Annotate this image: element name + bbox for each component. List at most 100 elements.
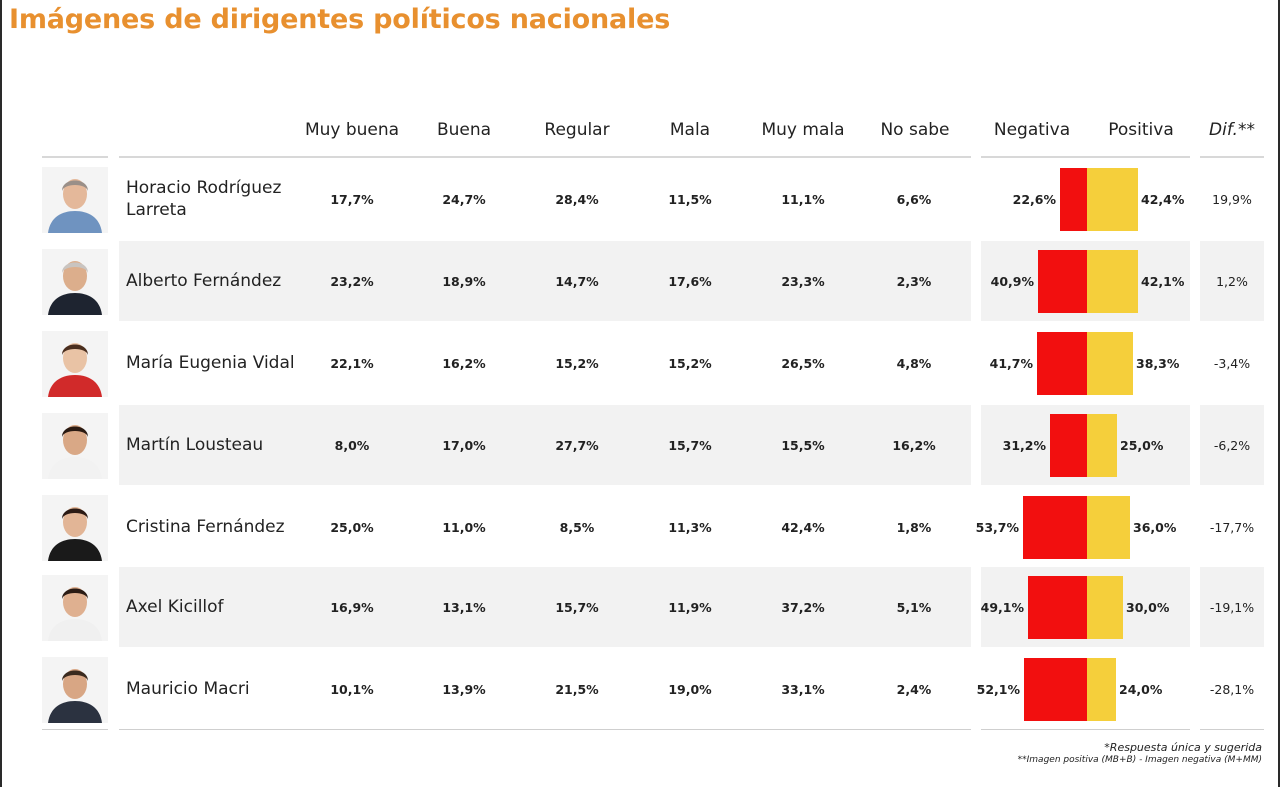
negative-bar [1023,496,1087,559]
negative-value-label: 40,9% [990,273,1034,289]
table-bottom-photo [42,729,108,730]
person-name: María Eugenia Vidal [126,353,295,373]
footnote-2: **Imagen positiva (MB+B) - Imagen negati… [1017,755,1262,765]
header-muy-mala: Muy mala [761,120,845,140]
positive-bar [1087,658,1116,721]
frame-left-border [0,0,2,787]
header-divider-bars [981,156,1190,158]
rating-cell: 33,1% [781,681,825,697]
negative-bar [1050,414,1087,477]
positive-bar [1087,414,1117,477]
dif-cell: -17,7% [1209,519,1255,535]
portrait-photo [42,413,108,479]
positive-value-label: 24,0% [1119,681,1163,697]
negative-bar [1028,576,1087,639]
rating-cell: 10,1% [330,681,374,697]
footnote-1: *Respuesta única y sugerida [1104,741,1262,754]
dif-cell: 19,9% [1212,191,1252,207]
rating-cell: 23,3% [781,273,825,289]
rating-cell: 17,6% [668,273,712,289]
rating-cell: 11,0% [442,519,486,535]
rating-cell: 8,5% [559,519,595,535]
rating-cell: 23,2% [330,273,374,289]
positive-bar [1087,332,1133,395]
header-no-sabe: No sabe [880,120,950,140]
table-bottom-bars [981,729,1190,730]
positive-bar [1087,576,1123,639]
header-buena: Buena [436,120,492,140]
negative-value-label: 31,2% [1002,437,1046,453]
dif-cell: -19,1% [1209,599,1255,615]
rating-cell: 17,7% [330,191,374,207]
positive-value-label: 25,0% [1120,437,1164,453]
row-background-dif [1200,405,1264,485]
dif-cell: 1,2% [1216,273,1248,289]
rating-cell: 22,1% [330,355,374,371]
rating-cell: 27,7% [555,437,599,453]
rating-cell: 15,5% [781,437,825,453]
rating-cell: 6,6% [896,191,932,207]
positive-bar [1087,496,1130,559]
negative-bar [1038,250,1087,313]
header-divider-dif [1200,156,1264,158]
rating-cell: 17,0% [442,437,486,453]
dif-cell: -3,4% [1213,355,1251,371]
rating-cell: 11,1% [781,191,825,207]
rating-cell: 16,2% [442,355,486,371]
rating-cell: 26,5% [781,355,825,371]
frame-right-border [1278,0,1280,787]
portrait-photo [42,249,108,315]
rating-cell: 13,9% [442,681,486,697]
rating-cell: 11,5% [668,191,712,207]
rating-cell: 13,1% [442,599,486,615]
rating-cell: 15,2% [555,355,599,371]
rating-cell: 4,8% [896,355,932,371]
header-dif: Dif.** [1209,120,1255,140]
rating-cell: 14,7% [555,273,599,289]
negative-value-label: 22,6% [1012,191,1056,207]
rating-cell: 19,0% [668,681,712,697]
person-name: Axel Kicillof [126,597,224,617]
negative-value-label: 49,1% [980,599,1024,615]
positive-bar [1087,168,1138,231]
positive-value-label: 42,4% [1141,191,1185,207]
rating-cell: 15,7% [555,599,599,615]
rating-cell: 2,3% [896,273,932,289]
person-name: Martín Lousteau [126,435,264,455]
rating-cell: 8,0% [334,437,370,453]
rating-cell: 5,1% [896,599,932,615]
dif-cell: -6,2% [1213,437,1251,453]
dif-cell: -28,1% [1209,681,1255,697]
page-title: Imágenes de dirigentes políticos naciona… [9,4,671,35]
header-divider-main [119,156,971,158]
rating-cell: 11,9% [668,599,712,615]
negative-bar [1024,658,1087,721]
rating-cell: 1,8% [896,519,932,535]
positive-bar [1087,250,1138,313]
rating-cell: 25,0% [330,519,374,535]
rating-cell: 37,2% [781,599,825,615]
row-background [119,241,971,321]
positive-value-label: 42,1% [1141,273,1185,289]
person-name: Horacio Rodríguez Larreta [126,178,282,220]
row-background-dif [1200,567,1264,647]
header-regular: Regular [544,120,610,140]
negative-value-label: 53,7% [975,519,1019,535]
rating-cell: 21,5% [555,681,599,697]
portrait-photo [42,575,108,641]
portrait-photo [42,495,108,561]
rating-cell: 24,7% [442,191,486,207]
positive-value-label: 30,0% [1126,599,1170,615]
rating-cell: 18,9% [442,273,486,289]
rating-cell: 11,3% [668,519,712,535]
rating-cell: 2,4% [896,681,932,697]
table-bottom-dif [1200,729,1264,730]
portrait-photo [42,167,108,233]
rating-cell: 15,7% [668,437,712,453]
negative-bar [1037,332,1087,395]
negative-value-label: 41,7% [989,355,1033,371]
person-name: Alberto Fernández [126,271,282,291]
header-divider-photo [42,156,108,158]
positive-value-label: 38,3% [1136,355,1180,371]
table-bottom-main [119,729,971,730]
